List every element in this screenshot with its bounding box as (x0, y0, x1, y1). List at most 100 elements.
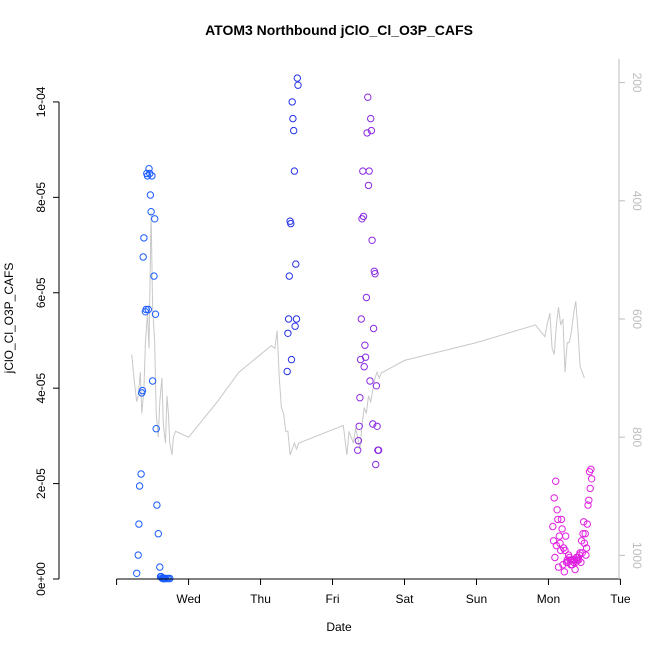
secondary-tick-label: 600 (630, 309, 644, 329)
data-point-series-4 (578, 549, 586, 557)
data-point-series-4 (552, 477, 560, 485)
data-point-series-3 (354, 446, 362, 454)
data-point-series-1 (143, 172, 152, 180)
data-point-series-3 (367, 114, 375, 123)
data-point-series-1 (152, 425, 160, 433)
data-point-series-2 (284, 315, 293, 323)
data-point-series-1 (146, 169, 154, 178)
x-tick-label: Sat (395, 592, 414, 606)
data-point-series-4 (560, 568, 568, 576)
axes-layer: 0e+00 2e-05 4e-05 6e-05 8e-05 1e-04 Wed Thu Fri S… (34, 59, 644, 606)
data-point-series-4 (557, 515, 566, 524)
y-tick-label: 8e-05 (34, 182, 48, 213)
data-point-series-2 (287, 219, 295, 228)
data-point-series-3 (354, 437, 363, 445)
data-point-series-4 (562, 532, 570, 540)
data-point-series-2 (293, 74, 301, 82)
data-points-layer (133, 74, 596, 583)
x-tick-label: Thu (250, 592, 271, 606)
data-point-series-2 (292, 315, 301, 323)
data-point-series-3 (355, 422, 363, 430)
x-tick-label: Wed (176, 592, 200, 606)
data-point-series-2 (283, 367, 291, 376)
data-point-series-3 (369, 420, 377, 428)
data-point-series-4 (582, 544, 591, 552)
altitude-line (131, 212, 585, 456)
data-point-series-1 (150, 272, 158, 280)
data-point-series-4 (579, 530, 587, 538)
data-point-series-2 (292, 260, 300, 268)
data-point-series-3 (359, 212, 368, 221)
data-point-series-4 (561, 546, 569, 555)
data-point-series-1 (133, 569, 141, 577)
data-point-series-2 (288, 98, 296, 106)
data-point-series-1 (135, 482, 144, 490)
data-point-series-1 (147, 208, 155, 216)
y-tick-label: 4e-05 (34, 373, 48, 404)
data-point-series-4 (577, 558, 585, 566)
data-point-series-4 (580, 539, 589, 547)
data-point-series-1 (154, 530, 163, 538)
data-point-series-3 (365, 167, 373, 175)
data-point-series-3 (362, 293, 371, 302)
data-point-series-4 (580, 518, 588, 526)
data-point-series-1 (140, 234, 148, 242)
data-point-series-4 (554, 515, 562, 524)
data-point-series-3 (360, 363, 368, 371)
data-point-series-1 (151, 310, 160, 318)
data-point-series-2 (290, 126, 298, 135)
data-point-series-1 (145, 165, 153, 173)
data-point-series-3 (368, 236, 376, 245)
data-point-series-4 (556, 539, 564, 547)
y-tick-label: 0e+00 (34, 562, 48, 596)
data-point-series-4 (585, 496, 593, 504)
data-point-series-3 (371, 270, 379, 278)
data-point-series-3 (356, 394, 364, 402)
x-tick-label: Tue (610, 592, 631, 606)
data-point-series-4 (582, 551, 590, 559)
data-point-series-2 (291, 322, 299, 330)
data-point-series-1 (142, 305, 150, 314)
secondary-tick-label: 400 (630, 191, 644, 211)
y-tick-label: 1e-04 (34, 86, 48, 117)
data-point-series-3 (369, 324, 378, 333)
data-point-series-1 (148, 377, 157, 385)
x-axis-label: Date (326, 620, 352, 634)
data-point-series-4 (581, 530, 589, 538)
data-point-series-1 (144, 305, 153, 314)
chart-title: ATOM3 Northbound jClO_Cl_O3P_CAFS (205, 22, 473, 38)
data-point-series-3 (373, 422, 381, 430)
data-point-series-4 (551, 553, 559, 562)
data-point-series-1 (153, 501, 161, 509)
data-point-series-4 (554, 563, 563, 571)
data-point-series-2 (285, 272, 293, 280)
x-tick-label: Sun (466, 592, 487, 606)
data-point-series-1 (138, 386, 147, 395)
data-point-series-3 (361, 341, 369, 349)
secondary-tick-label: 200 (630, 73, 644, 93)
data-point-series-3 (374, 446, 383, 454)
data-point-series-2 (290, 167, 299, 175)
data-point-series-3 (366, 377, 374, 385)
data-point-series-3 (372, 382, 381, 390)
data-point-series-1 (134, 551, 142, 559)
data-point-series-4 (553, 506, 561, 514)
data-point-series-3 (364, 181, 373, 190)
data-point-series-4 (583, 520, 591, 528)
altitude-line-layer (131, 212, 585, 456)
y-tick-label: 2e-05 (34, 468, 48, 499)
data-point-series-1 (151, 215, 159, 223)
data-point-series-4 (584, 501, 592, 509)
data-point-series-2 (287, 355, 296, 364)
data-point-series-1 (146, 191, 155, 199)
data-point-series-4 (587, 465, 595, 473)
data-point-series-3 (359, 167, 367, 175)
data-point-series-2 (289, 114, 297, 123)
data-point-series-2 (284, 329, 292, 337)
data-point-series-1 (148, 172, 156, 180)
data-point-series-3 (363, 129, 371, 137)
data-point-series-3 (372, 460, 380, 469)
y-axis-label: jClO_Cl_O3P_CAFS (2, 263, 16, 375)
x-tick-label: Fri (326, 592, 340, 606)
